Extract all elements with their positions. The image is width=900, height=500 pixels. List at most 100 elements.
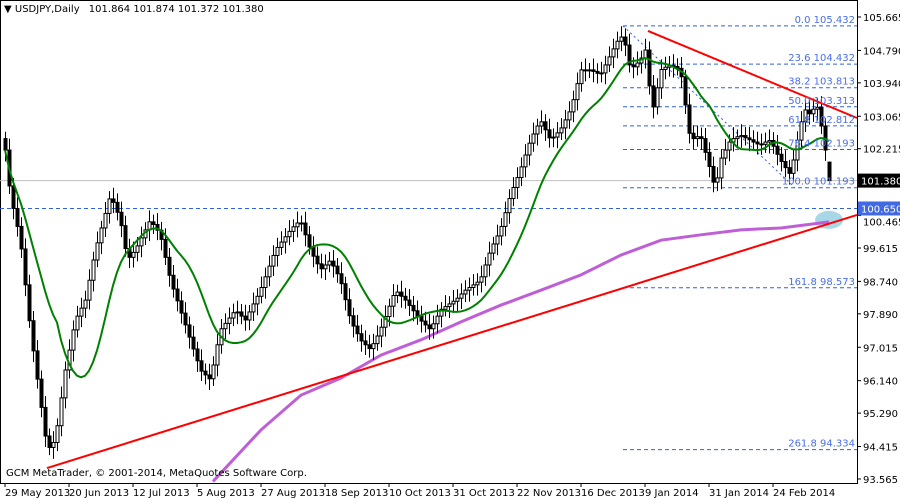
candle-bull [491, 243, 496, 254]
candle-bear [775, 145, 780, 155]
candle-bull [727, 141, 732, 151]
candle-bull [739, 135, 744, 138]
candle-bull [535, 125, 540, 135]
candle-bear [699, 136, 704, 140]
x-tick-label: 24 Feb 2014 [773, 488, 835, 499]
candle-bull [59, 397, 64, 427]
candle-bull [551, 136, 556, 139]
y-tick-label: 95.290 [863, 409, 898, 420]
x-tick-label: 5 Aug 2013 [197, 488, 255, 499]
y-tick-label: 102.215 [863, 145, 900, 156]
candle-bear [787, 167, 792, 174]
x-tick-label: 16 Dec 2013 [581, 488, 645, 499]
candle-bear [755, 141, 760, 145]
candle-bear [683, 76, 688, 106]
fibo-level-label: 0.0 105.432 [795, 15, 855, 26]
candle-bull [539, 121, 544, 127]
candle-bear [547, 129, 552, 139]
candle-bear [359, 333, 364, 342]
candle-bull [103, 212, 108, 229]
candle-bull [263, 276, 268, 289]
candle-bull [387, 305, 392, 318]
candle-bull [563, 119, 568, 129]
x-tick-label: 29 May 2013 [5, 488, 70, 499]
candle-bear [11, 185, 16, 209]
candle-bull [215, 344, 220, 366]
candle-bull [763, 141, 768, 145]
candle-bull [531, 133, 536, 144]
y-tick-label: 97.890 [863, 310, 898, 321]
candle-bull [227, 317, 232, 324]
candle-bull [75, 315, 80, 331]
candle-bear [427, 324, 432, 330]
candle-bear [691, 132, 696, 140]
candle-bull [451, 300, 456, 305]
candle-bull [555, 132, 560, 138]
candle-bear [743, 135, 748, 139]
candle-bull [483, 264, 488, 278]
candle-bull [323, 264, 328, 270]
candle-bear [39, 378, 44, 408]
candle-bear [595, 70, 600, 74]
candle-bull [659, 68, 664, 89]
x-tick-label: 22 Nov 2013 [517, 488, 581, 499]
candle-bull [139, 237, 144, 247]
candle-bull [327, 260, 332, 266]
candle-bear [687, 104, 692, 134]
candle-bear [115, 201, 120, 213]
candle-bear [627, 44, 632, 66]
candle-bear [407, 299, 412, 306]
candle-bear [399, 291, 404, 297]
fibo-level-label: 161.8 98.573 [788, 277, 855, 288]
candle-bear [363, 340, 368, 346]
trendline [46, 214, 858, 470]
candle-bull [63, 369, 68, 399]
candle-bear [703, 138, 708, 153]
candle-bear [827, 161, 832, 182]
candle-bear [303, 222, 308, 236]
y-tick-label: 103.065 [863, 112, 900, 123]
candle-bear [759, 143, 764, 146]
y-tick-label: 99.615 [863, 244, 898, 255]
candle-bull [503, 212, 508, 227]
candle-bull [107, 198, 112, 214]
candle-bear [339, 273, 344, 285]
x-tick-label: 10 Oct 2013 [389, 488, 451, 499]
candle-bear [543, 121, 548, 131]
candle-bull [619, 36, 624, 42]
candle-bear [183, 312, 188, 326]
candle-bull [91, 259, 96, 281]
fibo-level-label: 23.6 104.432 [788, 53, 855, 64]
candle-bull [299, 222, 304, 225]
candle-bear [163, 238, 168, 258]
candle-bear [151, 221, 156, 226]
candle-bear [35, 350, 40, 380]
candle-bear [747, 137, 752, 141]
candle-bear [411, 304, 416, 312]
candle-bear [623, 36, 628, 46]
candle-bull [295, 222, 300, 228]
candle-bull [519, 166, 524, 179]
y-tick-label: 98.740 [863, 277, 898, 288]
y-tick-label: 93.565 [863, 475, 898, 486]
candle-bear [311, 246, 316, 257]
candle-bull [231, 312, 236, 319]
candle-bear [819, 106, 824, 127]
candle-bear [243, 315, 248, 321]
candle-bull [87, 279, 92, 301]
candle-bull [511, 186, 516, 200]
candle-bull [471, 284, 476, 289]
candle-bull [467, 287, 472, 291]
triangle-down-icon[interactable]: ▼ [4, 4, 12, 15]
candle-bull [379, 326, 384, 337]
candle-bull [663, 66, 668, 70]
candle-bull [443, 306, 448, 310]
candle-bull [275, 246, 280, 256]
candle-bull [487, 252, 492, 266]
candle-bull [715, 177, 720, 183]
candle-bull [135, 245, 140, 253]
candle-bull [587, 69, 592, 72]
candle-bull [527, 142, 532, 156]
candle-bear [419, 315, 424, 322]
